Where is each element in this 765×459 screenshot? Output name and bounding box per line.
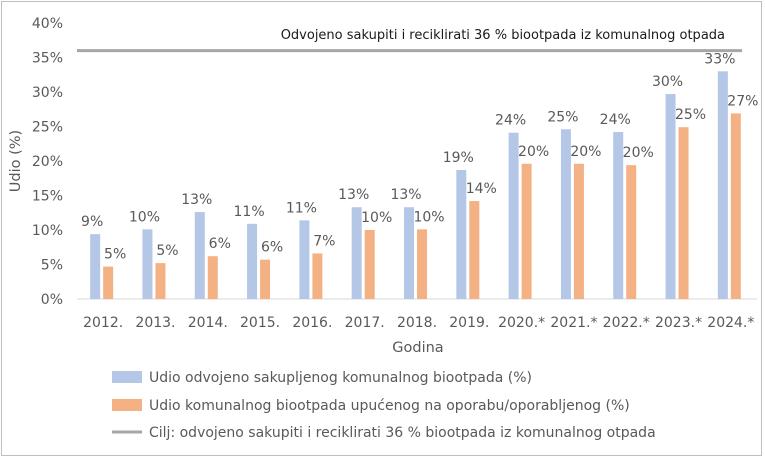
data-label-series-1: 13% [181,192,212,208]
bar-series-2-2020 [521,163,532,299]
y-tick-label: 30% [32,85,63,101]
data-label-series-2: 10% [413,209,444,225]
legend-label-series-1: Udio odvojeno sakupljenog komunalnog bio… [149,370,532,386]
y-tick-label: 25% [32,120,63,136]
bar-series-1-2022 [613,132,624,299]
x-tick-label: 2022.* [603,315,650,331]
legend-swatch-series-1 [112,371,142,383]
bar-series-1-2018 [404,207,414,299]
data-label-series-2: 6% [209,236,231,252]
data-label-series-2: 5% [104,247,126,263]
legend-label-series-2: Udio komunalnog biootpada upućenog na op… [149,398,630,414]
x-tick-label: 2019. [449,315,489,331]
bar-series-2-2014 [207,256,218,299]
target-label: Odvojeno sakupiti i reciklirati 36 % bio… [281,28,725,43]
bar-series-1-2013 [142,229,153,299]
y-tick-label: 10% [32,223,63,239]
x-tick-label: 2021.* [550,315,597,331]
data-label-series-1: 33% [704,51,735,67]
data-label-series-1: 13% [390,187,421,203]
data-label-series-1: 9% [81,214,103,230]
data-label-series-1: 24% [495,113,526,129]
bar-series-2-2024 [730,113,741,299]
data-label-series-2: 27% [727,93,758,109]
data-label-series-2: 7% [313,233,335,249]
data-label-series-1: 30% [652,74,683,90]
data-label-series-1: 11% [234,204,265,220]
bar-series-1-2024 [717,71,728,299]
x-tick-label: 2016. [292,315,332,331]
y-tick-label: 40% [32,16,63,32]
data-label-series-2: 5% [156,243,178,259]
legend-swatch-series-2 [112,399,142,411]
legend-item-target[interactable]: Cilj: odvojeno sakupiti i reciklirati 36… [112,425,656,441]
data-label-series-2: 14% [466,181,497,197]
x-tick-label: 2024.* [707,315,754,331]
x-tick-label: 2015. [240,315,280,331]
data-label-series-1: 19% [443,150,474,166]
data-label-series-1: 11% [286,200,317,216]
bar-series-1-2015 [247,223,258,299]
legend-item-series-2[interactable]: Udio komunalnog biootpada upućenog na op… [112,398,630,414]
data-label-series-1: 25% [547,109,578,125]
bar-series-2-2016 [312,253,323,299]
bar-series-2-2019 [469,201,480,299]
x-tick-label: 2017. [345,315,385,331]
y-tick-label: 15% [32,189,63,205]
bar-series-2-2013 [155,263,166,299]
bar-series-1-2016 [299,220,310,299]
y-tick-label: 5% [41,258,63,274]
bar-series-1-2023 [665,94,676,299]
bar-series-1-2021 [560,129,571,299]
data-label-series-2: 10% [361,210,392,226]
y-tick-label: 0% [41,292,63,308]
x-tick-label: 2018. [397,315,437,331]
legend-label-target: Cilj: odvojeno sakupiti i reciklirati 36… [149,425,656,441]
bar-series-2-2012 [103,266,114,299]
bar-series-2-2018 [417,229,427,299]
bar-series-1-2014 [194,212,205,299]
legend-item-series-1[interactable]: Udio odvojeno sakupljenog komunalnog bio… [112,370,532,386]
data-label-series-2: 20% [570,144,601,160]
x-tick-label: 2013. [135,315,175,331]
data-label-series-1: 10% [129,209,160,225]
x-tick-label: 2014. [188,315,228,331]
bar-series-2-2015 [260,259,271,299]
x-tick-label: 2012. [83,315,123,331]
bar-series-2-2017 [364,230,375,299]
x-tick-label: 2020.* [498,315,545,331]
bar-series-2-2022 [626,165,637,299]
data-label-series-2: 20% [518,144,549,160]
bar-series-2-2023 [678,127,689,299]
bar-series-2-2021 [573,163,584,299]
data-label-series-2: 6% [261,240,283,256]
x-axis-title: Godina [392,340,443,356]
bar-series-1-2019 [456,169,467,299]
bar-series-1-2017 [351,207,362,299]
data-label-series-1: 13% [338,187,369,203]
bar-series-1-2020 [508,132,519,299]
y-tick-label: 35% [32,51,63,67]
y-axis-title: Udio (%) [8,130,24,192]
data-label-series-2: 20% [623,145,654,161]
data-label-series-2: 25% [675,107,706,123]
legend: Udio odvojeno sakupljenog komunalnog bio… [112,370,656,441]
data-label-series-1: 24% [600,112,631,128]
y-tick-label: 20% [32,154,63,170]
bar-series-1-2012 [90,234,101,299]
x-tick-label: 2023.* [655,315,702,331]
